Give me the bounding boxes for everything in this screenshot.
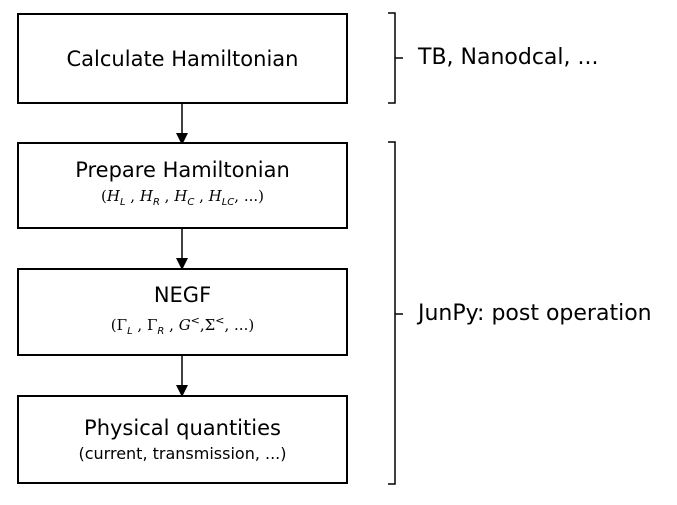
negf-title: NEGF [153,282,212,307]
prepare-hamiltonian-title: Prepare Hamiltonian [75,158,290,182]
negf-formula: (ΓL , ΓR , G<,Σ<, ...) [110,313,255,337]
side-label-top: TB, Nanodcal, ... [418,45,599,70]
physical-quantities-title: Physical quantities [84,415,281,440]
negf-box: NEGF (ΓL , ΓR , G<,Σ<, ...) [17,268,348,356]
side-label-bottom: JunPy: post operation [418,301,652,326]
physical-quantities-box: Physical quantities (current, transmissi… [17,395,348,484]
physical-quantities-sub: (current, transmission, ...) [78,443,287,463]
prepare-hamiltonian-formula: (HL , HR , HC , HLC, ...) [101,187,264,208]
prepare-hamiltonian-box: Prepare Hamiltonian (HL , HR , HC , HLC,… [17,142,348,229]
bracket-top [388,12,396,104]
bracket-bottom [388,141,396,485]
calculate-hamiltonian-box: Calculate Hamiltonian [17,13,348,104]
calculate-hamiltonian-title: Calculate Hamiltonian [66,46,299,71]
